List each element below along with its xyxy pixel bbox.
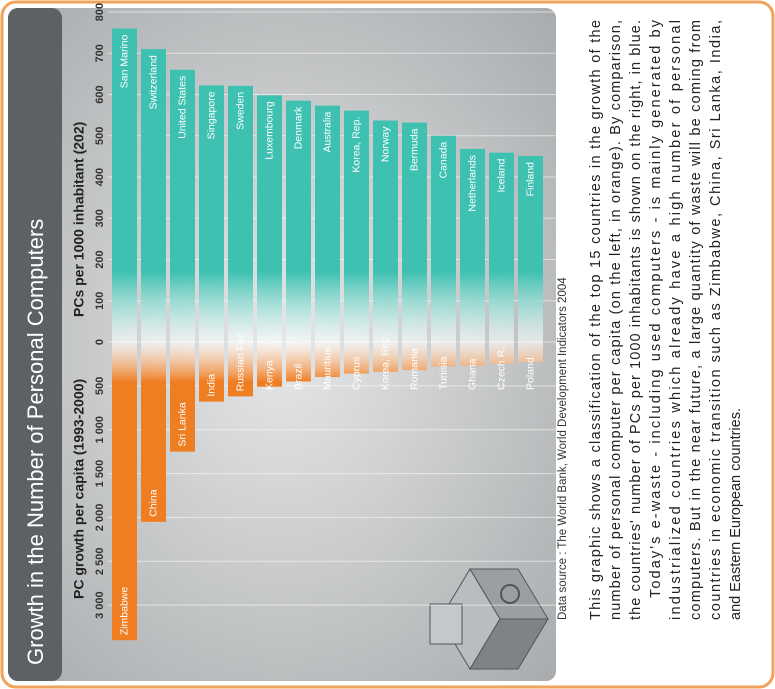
bar-label: Korea, Rep. xyxy=(350,117,362,173)
bar-label: Poland xyxy=(524,357,536,390)
bar xyxy=(431,341,456,367)
bar-label: Sri Lanka xyxy=(176,402,188,447)
bar-label: Finland xyxy=(524,162,536,197)
bar-label: Tunisia xyxy=(437,356,449,390)
bar-label: Canada xyxy=(437,142,449,179)
description-line: countries in economic transition such as… xyxy=(708,20,724,620)
bar xyxy=(112,341,137,641)
bar-label: Korea, Rep. xyxy=(379,334,391,390)
bar-label: Kenya xyxy=(263,360,275,390)
description-line: computers. But in the near future, a lar… xyxy=(688,20,704,620)
bar-label: Bermuda xyxy=(408,128,420,171)
bar xyxy=(315,342,340,378)
description-line: industrialized countries which already h… xyxy=(668,20,684,620)
bar-label: India xyxy=(205,374,217,397)
bar-label: Luxembourg xyxy=(263,101,275,160)
x-tick-label: 300 xyxy=(94,209,106,227)
bar xyxy=(112,28,137,342)
x-tick-label: 500 xyxy=(94,127,106,145)
bar xyxy=(228,341,253,397)
x-tick-label: 700 xyxy=(94,44,106,62)
x-tick-label: 400 xyxy=(94,168,106,186)
bar-label: Czech R. xyxy=(495,347,507,390)
bar-label: Romania xyxy=(408,348,420,390)
bar xyxy=(489,152,514,342)
x-tick-label: 2 500 xyxy=(94,548,106,576)
bar xyxy=(141,342,166,522)
bar xyxy=(286,342,311,382)
axis-title: PCs per 1000 inhabitant (202) xyxy=(71,122,87,317)
bar xyxy=(402,342,427,371)
description-line: and Eastern European countries. xyxy=(728,408,744,620)
x-tick-label: 0 xyxy=(94,339,106,345)
bar xyxy=(199,342,224,402)
bar xyxy=(170,341,195,452)
bar xyxy=(489,341,514,364)
bar xyxy=(170,69,195,342)
description-line: Today's e-waste - including used compute… xyxy=(648,19,664,598)
description-line: number of personal computer per capita (… xyxy=(608,20,624,620)
x-tick-label: 2 000 xyxy=(94,504,106,532)
bar xyxy=(315,105,340,342)
bar-label: Ghana xyxy=(466,358,478,390)
description-line: This graphic shows a classification of t… xyxy=(588,20,604,620)
x-tick-label: 3 000 xyxy=(94,591,106,619)
x-tick-label: 600 xyxy=(94,85,106,103)
bar xyxy=(286,100,311,342)
bar xyxy=(373,341,398,372)
bar-label: Zimbabwe xyxy=(118,587,130,636)
bar-label: Iceland xyxy=(495,159,507,193)
bar xyxy=(518,155,543,342)
bar-label: Cyprus xyxy=(350,357,362,390)
bar-label: Singapore xyxy=(205,91,217,139)
x-tick-label: 1 000 xyxy=(94,416,106,444)
x-tick-label: 800 xyxy=(94,3,106,21)
bar xyxy=(344,110,369,342)
title-bar xyxy=(8,8,62,681)
bar-label: Netherlands xyxy=(466,155,478,212)
description-line: the countries' number of PCs per 1000 in… xyxy=(628,20,644,620)
bar xyxy=(460,342,485,366)
bar-label: Brazil xyxy=(292,364,304,390)
title: Growth in the Number of Personal Compute… xyxy=(23,219,48,665)
bar xyxy=(228,85,253,342)
bar xyxy=(257,341,282,387)
bar-label: Norway xyxy=(379,126,391,162)
x-tick-label: 100 xyxy=(94,292,106,310)
bar xyxy=(431,135,456,342)
bar-label: China xyxy=(147,489,159,517)
bar xyxy=(199,85,224,342)
axis-title: PC growth per capita (1993-2000) xyxy=(71,379,87,599)
x-tick-label: 200 xyxy=(94,250,106,268)
bar-label: Denmark xyxy=(292,106,304,149)
bar-label: Mauritius xyxy=(321,347,333,390)
bar xyxy=(257,95,282,342)
bar-label: Russian Fed xyxy=(234,332,246,391)
illustration xyxy=(429,568,549,670)
bar xyxy=(344,342,369,374)
bar-label: San Marino xyxy=(118,34,130,88)
bar xyxy=(373,120,398,342)
bar xyxy=(460,148,485,342)
source: Data source : The World Bank, World Deve… xyxy=(557,277,569,620)
bar-label: United States xyxy=(176,76,188,139)
bar-label: Sweden xyxy=(234,92,246,130)
bar xyxy=(141,49,166,342)
bar-label: Australia xyxy=(321,111,333,152)
bar-label: Switzerland xyxy=(147,55,159,109)
bar xyxy=(518,342,543,363)
x-tick-label: 1 500 xyxy=(94,460,106,488)
bar xyxy=(402,122,427,342)
x-tick-label: 500 xyxy=(94,377,106,395)
